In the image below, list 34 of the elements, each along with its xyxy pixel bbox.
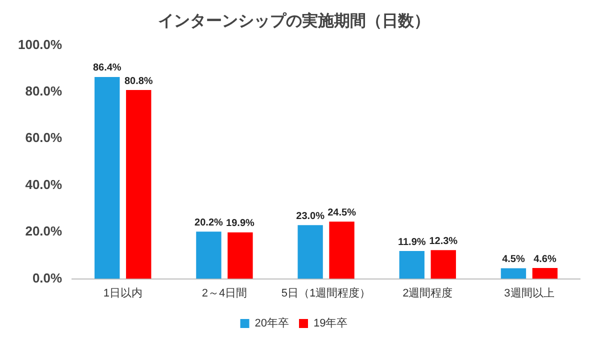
- bar: [500, 268, 526, 279]
- bar: [329, 222, 354, 279]
- x-tick-label: 3週間以上: [504, 286, 554, 300]
- data-label: 4.6%: [534, 254, 556, 265]
- data-label: 20.2%: [194, 217, 223, 228]
- data-label: 11.9%: [398, 236, 426, 248]
- y-tick-label: 100.0%: [18, 36, 63, 52]
- x-tick-label: 2～4日間: [202, 287, 248, 300]
- y-tick-label: 20.0%: [25, 224, 63, 239]
- bar: [94, 76, 120, 279]
- data-label: 80.8%: [124, 76, 153, 87]
- y-tick-label: 40.0%: [25, 176, 63, 192]
- x-tick-label: 1日以内: [103, 286, 142, 300]
- bar: [532, 268, 558, 279]
- y-tick-label: 60.0%: [25, 130, 63, 146]
- y-tick-label: 80.0%: [25, 84, 63, 98]
- x-tick-label: 2週間程度: [402, 286, 453, 300]
- data-label: 23.0%: [296, 210, 325, 222]
- legend-label: 20年卒: [254, 316, 290, 330]
- bar: [298, 225, 323, 279]
- bar: [399, 251, 424, 279]
- data-label: 12.3%: [429, 236, 458, 247]
- x-tick-label: 5日（1週間程度）: [281, 286, 371, 300]
- legend-label: 19年卒: [314, 316, 348, 330]
- data-label: 86.4%: [92, 62, 122, 74]
- bar: [430, 250, 456, 279]
- y-tick-label: 0.0%: [32, 270, 63, 286]
- data-label: 4.5%: [502, 254, 525, 266]
- data-label: 24.5%: [328, 207, 356, 218]
- data-label: 19.9%: [226, 218, 254, 230]
- bar: [196, 232, 222, 279]
- bar: [228, 232, 253, 279]
- chart-title: インターンシップの実施期間（日数）: [158, 11, 430, 30]
- bar: [126, 90, 152, 279]
